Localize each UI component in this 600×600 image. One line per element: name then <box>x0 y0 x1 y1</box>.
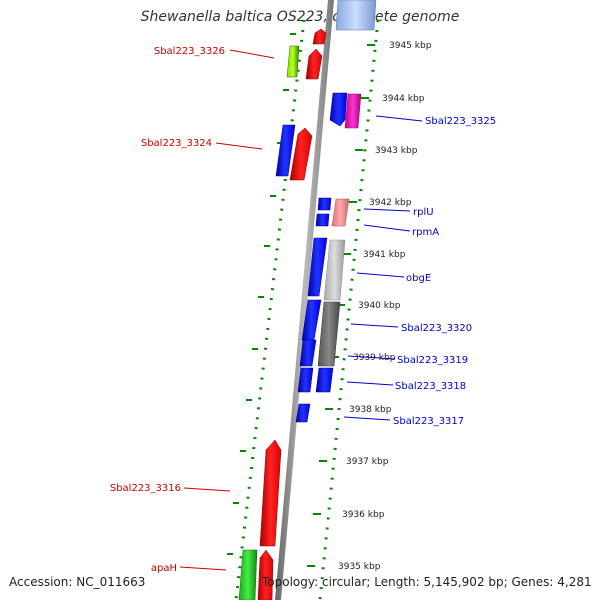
genome-summary-text: Topology: circular; Length: 5,145,902 bp… <box>262 575 592 589</box>
gene-arrow <box>315 367 334 393</box>
genome-backbone <box>275 0 334 600</box>
scale-label: 3940 kbp <box>358 301 401 311</box>
left-tick-marks <box>227 33 296 555</box>
gene-arrow <box>305 48 323 80</box>
gene-label-right: Sbal223_3318 <box>395 381 466 392</box>
gene-label-right: rpmA <box>412 227 439 238</box>
right-label-lines <box>343 115 423 421</box>
gene-arrow <box>331 198 350 227</box>
reverse-strand-genes <box>315 0 377 393</box>
gene-arrow <box>257 549 274 600</box>
scale-label: 3945 kbp <box>389 41 432 51</box>
scale-label: 3941 kbp <box>363 250 406 260</box>
gene-arrow <box>295 403 311 423</box>
gene-label-left: Sbal223_3326 <box>154 46 225 57</box>
gene-arrow <box>299 339 317 367</box>
gene-arrow <box>344 93 362 129</box>
scale-label: 3938 kbp <box>349 405 392 415</box>
left-label-lines <box>179 49 275 571</box>
gene-label-left: Sbal223_3324 <box>141 138 212 149</box>
gene-arrow <box>312 28 327 45</box>
right-dotted-boundary <box>318 19 380 600</box>
scale-label: 3942 kbp <box>369 198 412 208</box>
gene-arrow <box>317 197 332 211</box>
gene-label-right: Sbal223_3320 <box>401 323 472 334</box>
gene-arrow <box>335 0 377 31</box>
scale-label: 3935 kbp <box>338 562 381 572</box>
gene-arrow <box>307 237 328 297</box>
left-dotted-boundary <box>234 19 306 600</box>
gene-arrow <box>275 124 296 177</box>
gene-arrow <box>323 239 346 301</box>
gene-arrow <box>297 367 314 393</box>
gene-label-left: apaH <box>151 563 177 574</box>
scale-label: 3944 kbp <box>382 94 425 104</box>
gene-label-left: Sbal223_3316 <box>110 483 181 494</box>
forward-strand-genes <box>238 28 332 600</box>
scale-ticks <box>307 44 375 567</box>
gene-label-right: Sbal223_3319 <box>397 355 468 366</box>
map-title: Shewanella baltica OS223, complete genom… <box>140 9 460 25</box>
scale-label: 3937 kbp <box>346 457 389 467</box>
accession-text: Accession: NC_011663 <box>9 575 146 589</box>
gene-arrow <box>315 213 330 227</box>
gene-label-right: rplU <box>413 207 434 218</box>
gene-arrow <box>329 92 348 127</box>
gene-label-right: obgE <box>406 273 431 284</box>
gene-arrow <box>259 439 282 547</box>
gene-arrow <box>317 301 341 367</box>
gene-arrow <box>289 127 313 181</box>
scale-label: 3936 kbp <box>342 510 385 520</box>
gene-label-right: Sbal223_3325 <box>425 116 496 127</box>
gene-arrow <box>286 45 300 78</box>
gene-label-right: Sbal223_3317 <box>393 416 464 427</box>
gene-arrow <box>238 549 258 600</box>
scale-label: 3943 kbp <box>375 146 418 156</box>
